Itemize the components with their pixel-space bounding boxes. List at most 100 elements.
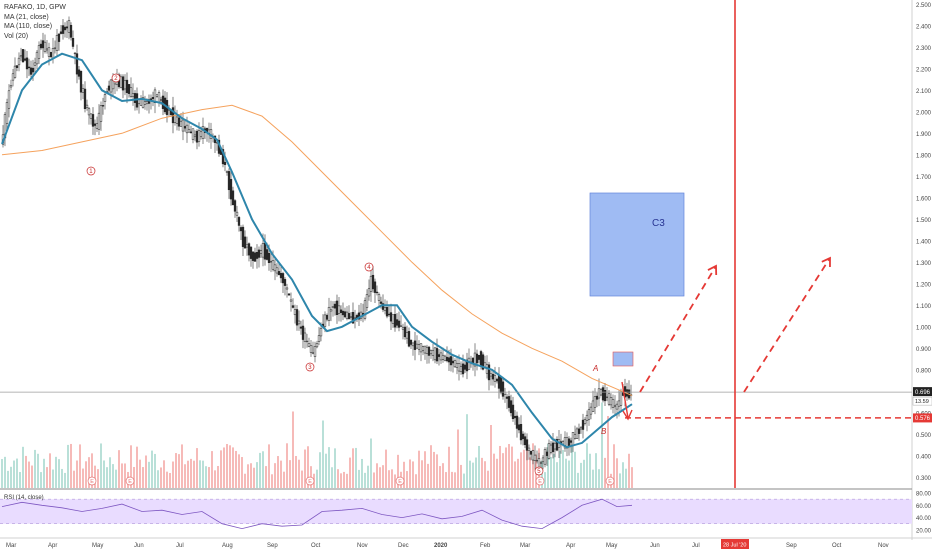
candle-body (391, 314, 395, 324)
down-arrow[interactable] (621, 381, 629, 419)
candle-body (467, 357, 471, 370)
candle-body (253, 252, 257, 262)
earnings-marker-icon[interactable] (535, 476, 545, 486)
volume-bar (385, 449, 387, 488)
candle-body (281, 273, 285, 284)
candle-body (37, 45, 41, 59)
volume-bar (187, 460, 189, 488)
volume-bar (289, 460, 291, 488)
candle-body (515, 415, 519, 429)
volume-bar (130, 445, 132, 488)
volume-bar (154, 453, 156, 488)
candle-body (603, 390, 607, 402)
c3-target-box[interactable] (589, 192, 685, 297)
volume-bar (250, 463, 252, 488)
rsi-line[interactable] (1, 498, 633, 530)
candle-body (571, 431, 575, 446)
volume-bar (7, 470, 9, 488)
candle-body (441, 354, 445, 360)
candle-body (41, 40, 45, 49)
volume-bar (403, 461, 405, 488)
volume-bar (37, 453, 39, 488)
candle-body (257, 249, 261, 258)
target-level-badge (913, 413, 932, 423)
volume-bar (460, 464, 462, 488)
candle-body (121, 76, 125, 91)
volume-bar (67, 444, 69, 488)
volume-bar (22, 446, 24, 488)
volume-bar (457, 429, 459, 488)
earnings-marker-icon[interactable] (395, 476, 405, 486)
volume-bar (34, 449, 36, 488)
ma110-line[interactable] (1, 104, 633, 397)
volume-bar (526, 445, 528, 488)
projection-arrow-2[interactable] (743, 257, 831, 393)
earnings-marker-icon[interactable] (125, 476, 135, 486)
candle-body (493, 375, 497, 382)
candle-body (553, 442, 557, 450)
rsi-band (0, 499, 912, 524)
candle-body (547, 442, 551, 459)
volume-bar (523, 449, 525, 488)
candle-body (607, 393, 611, 405)
volume-bar (319, 452, 321, 488)
down-arrow-head (622, 409, 633, 421)
candle-body (385, 307, 389, 317)
price-tick-label: 1.000 (916, 325, 932, 331)
earnings-marker-icon[interactable] (87, 476, 97, 486)
indicator-ma110-label[interactable]: MA (110, close) (4, 23, 53, 30)
candle-body (349, 316, 353, 318)
candle-body (479, 351, 483, 366)
candle-body (57, 33, 61, 42)
wave-circle-icon (305, 362, 315, 372)
candle-body (283, 279, 287, 286)
earnings-marker-icon[interactable] (305, 476, 315, 486)
candle-body (339, 309, 343, 313)
rsi-tick-label: 60.00 (916, 504, 932, 510)
time-tick-label: Dec (398, 543, 409, 549)
volume-bar (46, 467, 48, 488)
indicator-ma21-label[interactable]: MA (21, close) (4, 13, 49, 21)
candle-body (89, 113, 93, 119)
candle-body (367, 288, 371, 297)
time-tick-label: Jul (692, 543, 700, 549)
candle-body (613, 405, 617, 407)
candle-body (611, 399, 615, 408)
time-tick-label: Oct (311, 543, 321, 549)
candle-body (447, 357, 451, 363)
candle-body (65, 26, 69, 29)
indicator-volume-label[interactable]: Vol (20) (4, 32, 29, 40)
volume-bar (136, 446, 138, 488)
candle-body (513, 415, 517, 419)
projection-arrow-1[interactable] (639, 265, 717, 393)
rsi-label[interactable]: RSI (14, close) (4, 495, 44, 501)
candle-body (225, 171, 229, 173)
chart-legend: RAFAKO, 1D, GPW MA (21, close) MA (110, … (4, 3, 66, 41)
small-target-box[interactable] (612, 351, 634, 367)
volume-bar (598, 469, 600, 488)
candle-body (453, 360, 457, 368)
volume-bar (550, 457, 552, 488)
volume-bar (322, 420, 324, 488)
volume-bar (256, 462, 258, 488)
candle-body (363, 300, 367, 319)
earnings-marker-icon[interactable] (605, 476, 615, 486)
volume-bar (607, 416, 609, 488)
candle-body (119, 76, 123, 88)
volume-bar (469, 460, 471, 488)
volume-bar (166, 471, 168, 488)
volume-bar (235, 450, 237, 488)
volume-bar (115, 469, 117, 488)
candle-body (15, 65, 19, 68)
candle-body (29, 67, 33, 75)
ma21-line[interactable] (1, 52, 633, 449)
candle-body (291, 305, 295, 308)
wave-circle-icon (111, 73, 121, 83)
wave-label: 5 (537, 469, 541, 475)
candle-body (245, 244, 249, 248)
volume-bar (157, 470, 159, 488)
volume-bar (382, 465, 384, 488)
candle-body (187, 128, 191, 133)
volume-bar (604, 457, 606, 488)
